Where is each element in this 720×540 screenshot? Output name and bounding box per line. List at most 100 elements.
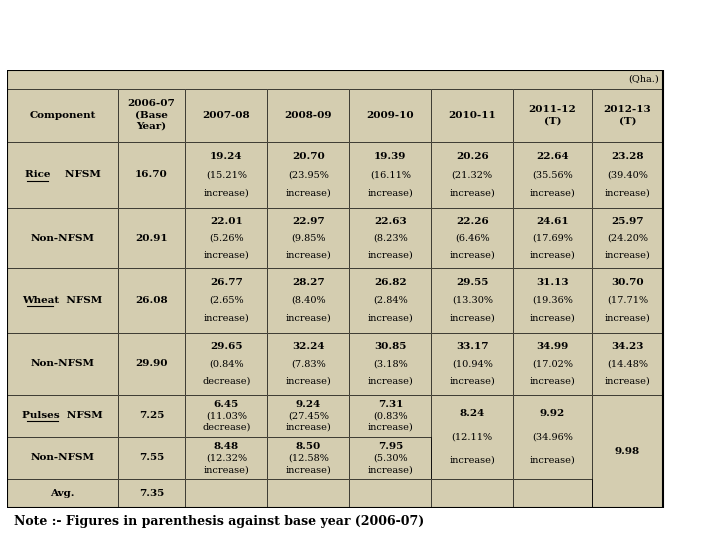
Bar	[7, 395, 117, 436]
Text: (27.45%: (27.45%	[288, 411, 329, 420]
Bar	[117, 436, 185, 480]
Text: 2010-11: 2010-11	[449, 111, 496, 119]
Text: increase): increase)	[605, 376, 650, 385]
Text: increase): increase)	[286, 465, 331, 474]
Text: (21.32%: (21.32%	[451, 171, 493, 179]
Text: (24.20%: (24.20%	[607, 234, 648, 243]
Text: 22.63: 22.63	[374, 218, 407, 226]
Text: 20.70: 20.70	[292, 152, 325, 161]
Text: increase): increase)	[605, 314, 650, 322]
Bar	[7, 268, 117, 333]
Bar	[513, 268, 592, 333]
Bar	[431, 480, 513, 508]
Text: (13.30%: (13.30%	[452, 296, 492, 305]
Bar	[513, 208, 592, 268]
Bar	[185, 89, 267, 141]
Text: 2008-09: 2008-09	[284, 111, 332, 119]
Text: (12.32%: (12.32%	[206, 454, 247, 462]
Bar	[349, 333, 431, 395]
Text: (15.21%: (15.21%	[206, 171, 247, 179]
Text: 2006-07
(Base
Year): 2006-07 (Base Year)	[127, 99, 176, 131]
Bar	[513, 333, 592, 395]
Bar	[117, 89, 185, 141]
Text: increase): increase)	[204, 465, 249, 474]
Text: 30.85: 30.85	[374, 342, 407, 351]
Text: increase): increase)	[449, 250, 495, 259]
Text: (10.94%: (10.94%	[452, 359, 492, 368]
Bar	[592, 141, 663, 208]
Text: (34.96%: (34.96%	[532, 433, 573, 442]
Text: increase): increase)	[605, 188, 650, 198]
Bar	[349, 141, 431, 208]
Text: (0.84%: (0.84%	[209, 359, 243, 368]
Bar	[117, 480, 185, 508]
Bar	[349, 333, 431, 395]
Bar	[267, 208, 349, 268]
Text: (2.84%: (2.84%	[373, 296, 408, 305]
Bar	[117, 268, 185, 333]
Bar	[431, 208, 513, 268]
Bar	[349, 268, 431, 333]
Text: increase): increase)	[286, 314, 331, 322]
Bar	[592, 89, 663, 141]
Text: Non-NFSM: Non-NFSM	[30, 454, 94, 462]
Text: increase): increase)	[449, 188, 495, 198]
Text: (17.69%: (17.69%	[532, 234, 573, 243]
Text: 26.82: 26.82	[374, 278, 407, 287]
Text: 32.24: 32.24	[292, 342, 325, 351]
Text: 23.28: 23.28	[611, 152, 644, 161]
Text: (17.71%: (17.71%	[607, 296, 648, 305]
Text: increase): increase)	[367, 250, 413, 259]
Bar	[267, 333, 349, 395]
Text: 2009-10: 2009-10	[366, 111, 414, 119]
Bar	[7, 395, 117, 436]
Text: 7.95: 7.95	[378, 442, 403, 451]
Bar	[431, 480, 513, 508]
Text: (12.58%: (12.58%	[288, 454, 329, 462]
Text: (17.02%: (17.02%	[532, 359, 573, 368]
Text: (8.40%: (8.40%	[291, 296, 325, 305]
Text: increase): increase)	[367, 465, 413, 474]
Text: 34.99: 34.99	[536, 342, 569, 351]
Bar	[513, 141, 592, 208]
Bar	[185, 395, 267, 436]
Text: 6.45: 6.45	[214, 400, 239, 409]
Text: (11.03%: (11.03%	[206, 411, 247, 420]
Bar	[349, 395, 431, 436]
Bar	[513, 480, 592, 508]
Text: 2011-12
(T): 2011-12 (T)	[528, 105, 577, 125]
Bar	[7, 141, 117, 208]
Text: (2.65%: (2.65%	[209, 296, 243, 305]
Text: increase): increase)	[449, 456, 495, 465]
Text: increase): increase)	[286, 188, 331, 198]
Text: increase): increase)	[530, 314, 575, 322]
Bar	[592, 333, 663, 395]
Bar	[267, 480, 349, 508]
Bar	[7, 89, 117, 141]
Bar	[185, 268, 267, 333]
Text: 24.61: 24.61	[536, 218, 569, 226]
Text: decrease): decrease)	[202, 423, 251, 431]
Bar	[185, 141, 267, 208]
Bar	[117, 395, 185, 436]
Bar	[431, 333, 513, 395]
Bar	[431, 141, 513, 208]
Text: 7.31: 7.31	[378, 400, 403, 409]
Bar	[431, 89, 513, 141]
Text: increase): increase)	[286, 423, 331, 431]
Bar	[431, 89, 513, 141]
Bar	[7, 333, 117, 395]
Bar	[431, 268, 513, 333]
Bar	[513, 268, 592, 333]
Text: 22.26: 22.26	[456, 218, 489, 226]
Text: Pulses  NFSM: Pulses NFSM	[22, 411, 103, 420]
Bar	[349, 268, 431, 333]
Text: 31.13: 31.13	[536, 278, 569, 287]
Bar	[349, 395, 431, 436]
Bar	[185, 208, 267, 268]
Bar	[592, 268, 663, 333]
Bar	[117, 141, 185, 208]
Bar	[513, 395, 592, 480]
Bar	[431, 395, 513, 480]
Text: increase): increase)	[204, 188, 249, 198]
